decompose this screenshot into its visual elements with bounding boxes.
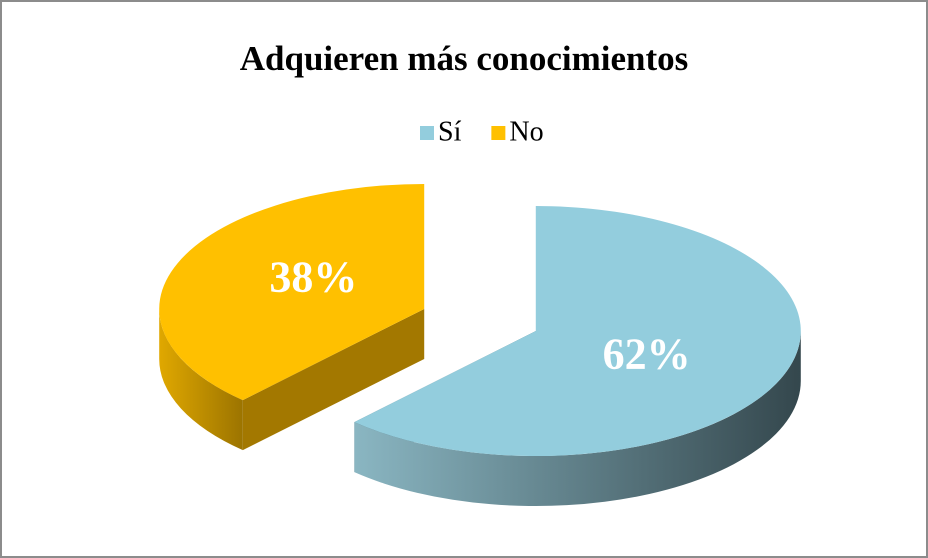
slice-side xyxy=(354,331,801,507)
slice-side xyxy=(159,308,243,451)
legend-label: Sí xyxy=(438,116,462,147)
slice-face xyxy=(242,308,425,451)
legend-swatch xyxy=(491,126,506,140)
data-label: 62% xyxy=(603,330,691,379)
slice xyxy=(159,183,425,401)
data-label: 38% xyxy=(269,252,357,301)
slice xyxy=(354,206,801,457)
chart-title: Adquieren más conocimientos xyxy=(240,39,689,78)
legend-swatch xyxy=(420,126,434,140)
legend-label: No xyxy=(509,116,543,147)
